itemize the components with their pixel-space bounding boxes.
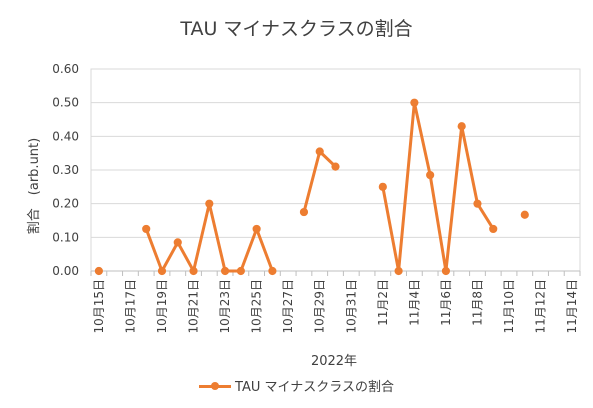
x-tick-label: 11月8日 <box>470 279 484 326</box>
y-axis-label: 割合 (arb.unt) <box>26 138 42 234</box>
data-point <box>315 147 324 156</box>
legend-label: TAU マイナスクラスの割合 <box>235 380 394 395</box>
data-point <box>142 224 151 234</box>
y-tick-label: 0.50 <box>52 96 79 110</box>
y-tick-label: 0.20 <box>52 197 79 211</box>
data-point <box>473 199 482 208</box>
series-layer <box>94 98 529 276</box>
x-tick-label: 10月17日 <box>123 279 137 334</box>
data-point <box>94 266 103 276</box>
x-tick-label: 10月23日 <box>218 279 232 334</box>
data-point <box>441 266 451 276</box>
x-tick-label: 11月10日 <box>502 279 516 334</box>
data-point <box>457 122 466 131</box>
y-tick-label: 0.60 <box>52 62 79 76</box>
grid-layer <box>91 68 580 238</box>
y-tick-label: 0.10 <box>52 230 79 244</box>
y-tick-labels: 0.00 0.10 0.20 0.30 0.40 0.50 0.60 <box>52 62 79 278</box>
data-point <box>299 207 309 217</box>
data-point <box>236 266 245 276</box>
legend-marker-icon <box>199 381 232 391</box>
data-point <box>268 266 277 276</box>
data-point <box>252 224 261 234</box>
x-tick-labels: 10月15日 10月17日 10月19日 10月21日 10月23日 10月25日 10月2… <box>92 279 579 334</box>
data-point <box>220 266 230 276</box>
chart-title: TAU マイナスクラスの割合 <box>180 18 413 40</box>
axis-layer <box>90 68 581 276</box>
data-point <box>520 210 529 219</box>
x-tick-label: 10月21日 <box>187 279 201 334</box>
x-tick-label: 10月31日 <box>344 279 358 334</box>
x-tick-label: 10月19日 <box>155 279 169 334</box>
data-point <box>157 266 167 276</box>
data-point <box>331 162 340 171</box>
data-point <box>410 98 419 107</box>
x-tick-label: 10月29日 <box>313 279 327 334</box>
x-tick-label: 11月4日 <box>407 279 421 326</box>
series-line <box>302 149 337 214</box>
data-point <box>426 170 435 180</box>
data-point <box>173 238 182 247</box>
data-point <box>189 266 198 276</box>
data-point <box>378 182 387 191</box>
x-tick-label: 10月15日 <box>92 279 106 334</box>
x-tick-label: 10月27日 <box>281 279 295 334</box>
legend: TAU マイナスクラスの割合 <box>0 376 593 395</box>
series-line <box>381 101 495 273</box>
x-tick-label: 11月2日 <box>376 279 390 326</box>
data-point <box>394 266 403 276</box>
data-point <box>489 224 498 234</box>
x-tick-label: 11月12日 <box>534 279 548 334</box>
y-tick-label: 0.00 <box>52 264 79 278</box>
x-tick-label: 10月25日 <box>250 279 264 334</box>
y-tick-label: 0.30 <box>52 163 79 177</box>
x-tick-label: 11月6日 <box>439 279 453 326</box>
x-axis-label: 2022年 <box>311 354 357 369</box>
y-tick-label: 0.40 <box>52 129 79 143</box>
data-point <box>205 199 214 208</box>
x-tick-label: 11月14日 <box>565 279 579 334</box>
